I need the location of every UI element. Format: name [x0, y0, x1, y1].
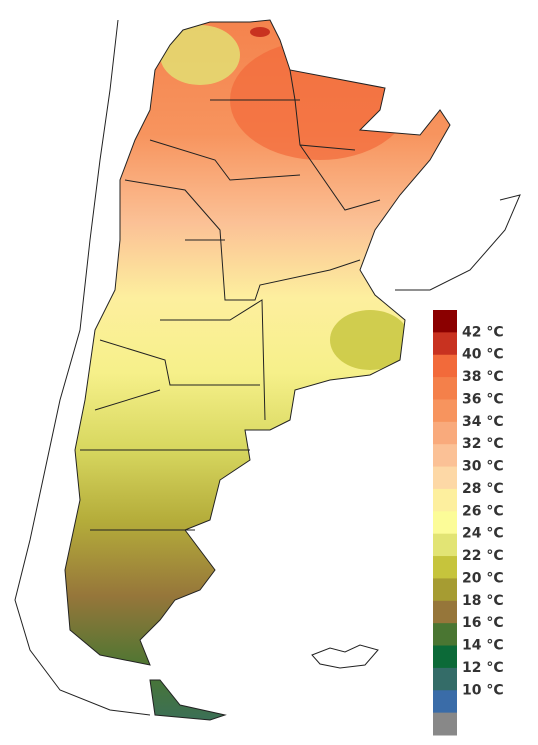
legend-label: 32 °C — [462, 436, 504, 452]
legend-label: 34 °C — [462, 414, 504, 430]
legend-label: 10 °C — [462, 682, 504, 698]
legend-label: 42 °C — [462, 324, 504, 340]
legend-swatch — [433, 511, 457, 535]
chile-coast — [14, 19, 521, 716]
falkland-islands — [311, 644, 379, 669]
legend-swatch — [433, 690, 457, 714]
legend-swatch — [433, 332, 457, 356]
legend-swatch — [433, 556, 457, 579]
legend-label: 12 °C — [462, 660, 504, 676]
country-outline — [64, 19, 451, 721]
legend-swatch — [433, 600, 457, 624]
legend-swatch — [433, 623, 457, 647]
legend-label: 28 °C — [462, 481, 504, 497]
legend-swatch — [433, 667, 457, 691]
legend-label: 24 °C — [462, 526, 504, 542]
legend-swatch — [433, 399, 457, 423]
legend-label: 20 °C — [462, 570, 504, 586]
legend-swatch — [433, 533, 457, 557]
legend-label: 30 °C — [462, 459, 504, 475]
legend-label: 16 °C — [462, 615, 504, 631]
temperature-field — [65, 20, 450, 720]
legend-swatch — [433, 578, 457, 602]
legend-swatch — [433, 421, 457, 445]
legend-swatch — [433, 310, 457, 333]
legend-label: 38 °C — [462, 369, 504, 385]
legend-label: 18 °C — [462, 593, 504, 609]
legend-label: 26 °C — [462, 503, 504, 519]
province-borders — [80, 69, 381, 531]
legend-label: 22 °C — [462, 548, 504, 564]
legend-swatch — [433, 712, 457, 736]
legend-swatch — [433, 466, 457, 490]
legend-swatch — [433, 488, 457, 512]
legend: 42 °C 40 °C 38 °C 36 °C 34 °C 32 °C 30 °C 28 °C… — [433, 310, 504, 736]
legend-swatch — [433, 377, 457, 400]
legend-label: 40 °C — [462, 347, 504, 363]
legend-swatch — [433, 444, 457, 468]
legend-swatch — [433, 354, 457, 378]
legend-label: 14 °C — [462, 638, 504, 654]
legend-label: 36 °C — [462, 391, 504, 407]
legend-swatch — [433, 645, 457, 669]
